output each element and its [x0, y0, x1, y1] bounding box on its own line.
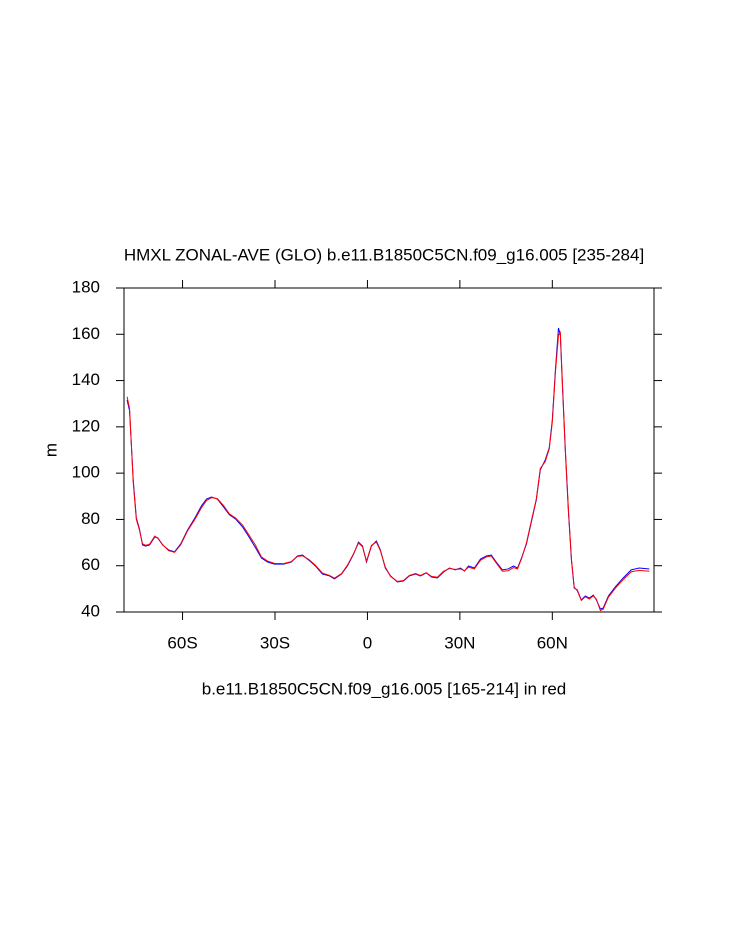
chart-title: HMXL ZONAL-AVE (GLO) b.e11.B1850C5CN.f09…: [124, 245, 644, 264]
y-tick-label: 100: [72, 463, 100, 482]
y-axis-label: m: [41, 443, 60, 457]
series-line: [126, 330, 650, 612]
x-axis-label: b.e11.B1850C5CN.f09_g16.005 [165-214] in…: [202, 679, 567, 698]
x-tick-label: 0: [363, 633, 372, 652]
y-tick-label: 160: [72, 324, 100, 343]
y-tick-label: 120: [72, 416, 100, 435]
series-line: [126, 327, 650, 610]
x-tick-label: 60N: [537, 633, 568, 652]
y-tick-label: 180: [72, 277, 100, 296]
x-tick-label: 30N: [444, 633, 475, 652]
y-tick-label: 80: [81, 509, 100, 528]
y-tick-label: 140: [72, 370, 100, 389]
plot-frame: [123, 287, 655, 613]
x-tick-label: 60S: [167, 633, 197, 652]
y-tick-label: 60: [81, 555, 100, 574]
x-tick-label: 30S: [260, 633, 290, 652]
y-tick-label: 40: [81, 601, 100, 620]
